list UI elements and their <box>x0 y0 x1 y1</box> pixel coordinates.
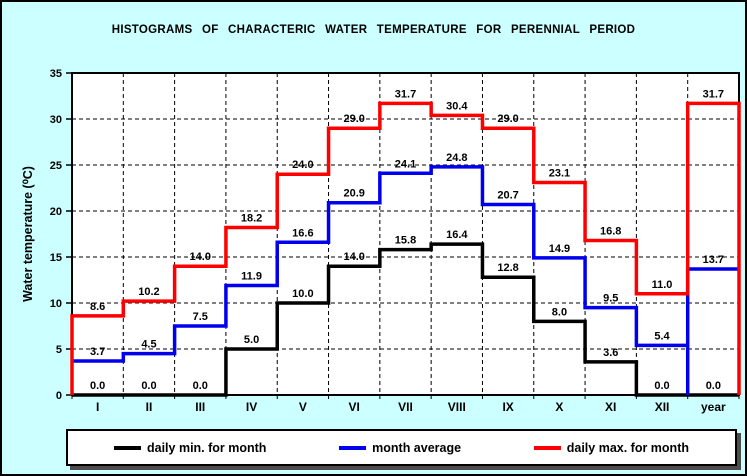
x-category-label: I <box>96 400 99 414</box>
y-tick-label: 5 <box>56 344 62 356</box>
x-category-label: IV <box>246 400 257 414</box>
x-category-label: III <box>195 400 205 414</box>
chart-title: HISTOGRAMS OF CHARACTERIC WATER TEMPERAT… <box>111 24 636 36</box>
data-label: 0.0 <box>193 380 208 392</box>
data-label: 3.7 <box>90 346 105 358</box>
x-category-label: XII <box>655 400 670 414</box>
data-label: 24.8 <box>446 152 467 164</box>
data-label: 0.0 <box>141 380 156 392</box>
x-category-label: II <box>146 400 153 414</box>
data-label: 9.5 <box>603 293 618 305</box>
legend-item-daily-min: daily min. for month <box>114 441 266 455</box>
data-label: 7.5 <box>193 311 208 323</box>
series-line-daily-max-for-month <box>70 101 741 395</box>
y-tick-label: 15 <box>50 252 62 264</box>
daily-min-line-swatch <box>114 445 141 450</box>
data-label: 18.2 <box>241 213 262 225</box>
series-line-daily-min-for-month <box>72 242 739 397</box>
data-label: 16.4 <box>446 229 468 241</box>
data-label: 5.4 <box>654 330 670 342</box>
y-tick-label: 0 <box>56 390 62 402</box>
data-label: 4.5 <box>141 339 156 351</box>
x-category-label: VI <box>349 400 360 414</box>
data-label: 31.7 <box>703 88 724 100</box>
data-label: 24.1 <box>395 158 416 170</box>
legend-label-daily-min: daily min. for month <box>147 440 267 455</box>
data-label: 0.0 <box>90 380 105 392</box>
data-label: 3.6 <box>603 347 618 359</box>
data-label: 24.0 <box>292 159 313 171</box>
daily-max-line-swatch <box>533 445 561 450</box>
x-category-label: year <box>701 400 726 414</box>
data-label: 13.7 <box>703 254 724 266</box>
data-label: 14.0 <box>190 251 211 263</box>
x-category-label: XI <box>605 400 616 414</box>
x-category-label: IX <box>502 400 513 414</box>
data-label: 0.0 <box>654 380 669 392</box>
data-label: 20.9 <box>343 188 364 200</box>
data-label: 16.6 <box>292 227 313 239</box>
data-label: 14.9 <box>549 243 570 255</box>
data-label: 15.8 <box>395 235 416 247</box>
y-tick-label: 10 <box>50 298 62 310</box>
legend-label-daily-max: daily max. for month <box>566 440 689 455</box>
x-category-label: VII <box>398 400 413 414</box>
data-label: 8.0 <box>552 306 567 318</box>
data-label: 10.0 <box>292 288 313 300</box>
data-label: 8.6 <box>90 301 105 313</box>
y-tick-label: 35 <box>50 68 62 80</box>
x-category-label: V <box>299 400 307 414</box>
y-tick-label: 20 <box>50 206 62 218</box>
data-label: 29.0 <box>343 113 364 125</box>
data-label: 14.0 <box>343 251 364 263</box>
data-label: 10.2 <box>138 286 159 298</box>
legend-item-daily-max: daily max. for month <box>533 440 689 455</box>
data-label: 5.0 <box>244 334 259 346</box>
data-label: 11.0 <box>652 279 673 291</box>
data-label: 0.0 <box>706 380 721 392</box>
y-tick-label: 30 <box>50 114 62 126</box>
data-label: 11.9 <box>241 271 262 283</box>
chart-legend: daily min. for month month average daily… <box>66 429 737 466</box>
x-category-label: VIII <box>448 400 466 414</box>
data-label: 23.1 <box>549 167 570 179</box>
data-label: 30.4 <box>446 100 468 112</box>
legend-label-month-average: month average <box>372 440 462 455</box>
month-average-line-swatch <box>339 445 367 450</box>
data-label: 20.7 <box>497 190 518 202</box>
data-label: 31.7 <box>395 88 416 100</box>
x-category-label: X <box>555 400 563 414</box>
legend-item-month-average: month average <box>339 441 461 455</box>
data-label: 29.0 <box>497 113 518 125</box>
series-line-month-average <box>72 165 739 395</box>
y-tick-label: 25 <box>50 160 62 172</box>
data-label: 12.8 <box>497 262 518 274</box>
data-label: 16.8 <box>600 225 621 237</box>
